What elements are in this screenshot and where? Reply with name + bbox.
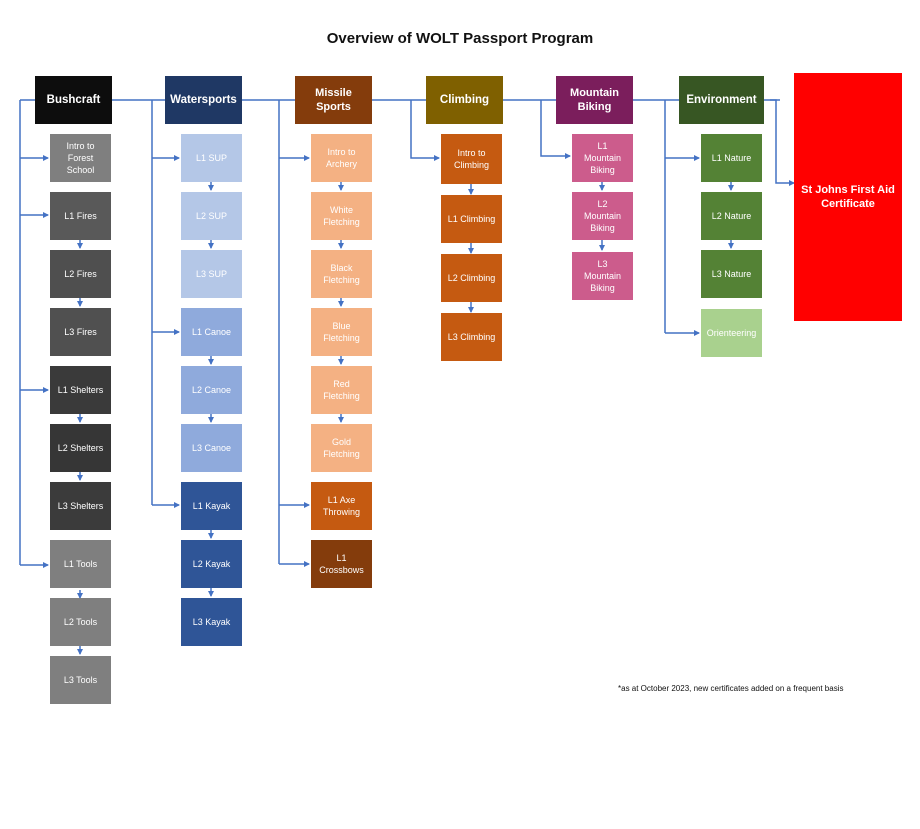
missile-sports-header: Missile Sports (295, 76, 372, 124)
l3-shelters-box: L3 Shelters (50, 482, 111, 530)
climbing-header: Climbing (426, 76, 503, 124)
footnote: *as at October 2023, new certificates ad… (618, 684, 844, 693)
red-fletching-box: Red Fletching (311, 366, 372, 414)
l1-canoe-box: L1 Canoe (181, 308, 242, 356)
l3-tools-box: L3 Tools (50, 656, 111, 704)
intro-climbing-box: Intro to Climbing (441, 134, 502, 184)
l2-kayak-box: L2 Kayak (181, 540, 242, 588)
l3-climbing-box: L3 Climbing (441, 313, 502, 361)
environment-header: Environment (679, 76, 764, 124)
l1-fires-box: L1 Fires (50, 192, 111, 240)
white-fletching-box: White Fletching (311, 192, 372, 240)
l2-shelters-box: L2 Shelters (50, 424, 111, 472)
l2-mountain-biking-box: L2 Mountain Biking (572, 192, 633, 240)
l1-mountain-biking-box: L1 Mountain Biking (572, 134, 633, 182)
l1-crossbows-box: L1 Crossbows (311, 540, 372, 588)
l3-fires-box: L3 Fires (50, 308, 111, 356)
mountain-biking-header: Mountain Biking (556, 76, 633, 124)
intro-forest-school-box: Intro to Forest School (50, 134, 111, 182)
gold-fletching-box: Gold Fletching (311, 424, 372, 472)
l2-climbing-box: L2 Climbing (441, 254, 502, 302)
orienteering-box: Orienteering (701, 309, 762, 357)
watersports-header: Watersports (165, 76, 242, 124)
l1-tools-box: L1 Tools (50, 540, 111, 588)
l1-shelters-box: L1 Shelters (50, 366, 111, 414)
bushcraft-header: Bushcraft (35, 76, 112, 124)
page-title: Overview of WOLT Passport Program (326, 30, 594, 47)
l1-axe-throwing-box: L1 Axe Throwing (311, 482, 372, 530)
l3-sup-box: L3 SUP (181, 250, 242, 298)
blue-fletching-box: Blue Fletching (311, 308, 372, 356)
l3-kayak-box: L3 Kayak (181, 598, 242, 646)
l1-kayak-box: L1 Kayak (181, 482, 242, 530)
l3-canoe-box: L3 Canoe (181, 424, 242, 472)
l2-tools-box: L2 Tools (50, 598, 111, 646)
l2-nature-box: L2 Nature (701, 192, 762, 240)
l3-mountain-biking-box: L3 Mountain Biking (572, 252, 633, 300)
first-aid-certificate: St Johns First Aid Certificate (794, 73, 902, 321)
l2-fires-box: L2 Fires (50, 250, 111, 298)
intro-archery-box: Intro to Archery (311, 134, 372, 182)
l1-nature-box: L1 Nature (701, 134, 762, 182)
l3-nature-box: L3 Nature (701, 250, 762, 298)
l1-sup-box: L1 SUP (181, 134, 242, 182)
l2-canoe-box: L2 Canoe (181, 366, 242, 414)
black-fletching-box: Black Fletching (311, 250, 372, 298)
l1-climbing-box: L1 Climbing (441, 195, 502, 243)
l2-sup-box: L2 SUP (181, 192, 242, 240)
